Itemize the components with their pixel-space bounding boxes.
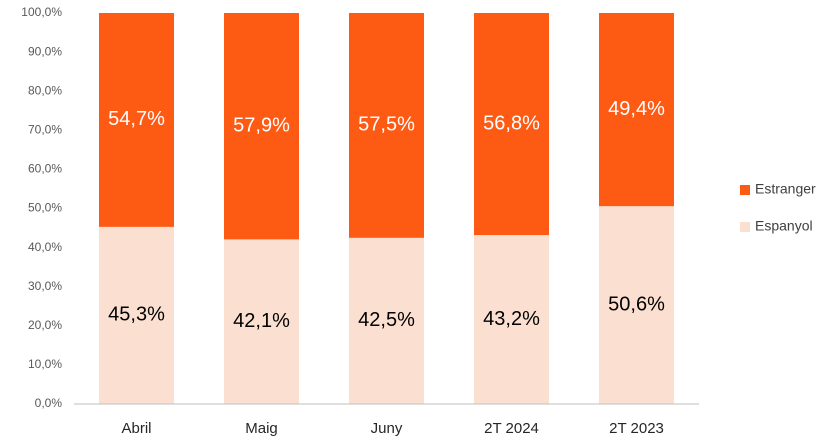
x-tick-label: Juny [371,420,403,437]
legend-label: Estranger [755,181,816,197]
y-tick-label: 0,0% [35,396,63,410]
value-label: 45,3% [108,304,165,326]
value-label: 42,5% [358,309,415,331]
bar-segment [224,239,299,404]
value-label: 42,1% [233,310,290,332]
bar-segment [599,206,674,404]
y-tick-label: 90,0% [28,44,62,58]
bar-segment [349,237,424,404]
y-tick-label: 60,0% [28,162,62,176]
bar-segment [99,226,174,404]
bar-segment [99,13,174,227]
value-label: 50,6% [608,293,665,315]
legend-swatch [740,185,750,195]
y-tick-label: 10,0% [28,357,62,371]
y-tick-label: 50,0% [28,201,62,215]
bar-segment [224,13,299,240]
legend-swatch [740,222,750,232]
y-tick-label: 70,0% [28,122,62,136]
value-label: 56,8% [483,112,540,134]
y-tick-label: 80,0% [28,83,62,97]
y-tick-label: 40,0% [28,240,62,254]
y-tick-label: 100,0% [21,5,62,19]
value-label: 57,5% [358,114,415,136]
bar-segment [474,235,549,404]
value-label: 57,9% [233,114,290,136]
x-tick-label: Maig [245,420,278,437]
y-tick-label: 30,0% [28,279,62,293]
value-label: 54,7% [108,108,165,130]
x-tick-label: 2T 2024 [484,420,539,437]
x-tick-label: 2T 2023 [609,420,664,437]
bar-segment [474,13,549,236]
legend-label: Espanyol [755,218,813,234]
value-label: 49,4% [608,98,665,120]
value-label: 43,2% [483,308,540,330]
bar-segment [349,13,424,238]
x-tick-label: Abril [121,420,151,437]
y-tick-label: 20,0% [28,318,62,332]
bar-segment [599,13,674,207]
